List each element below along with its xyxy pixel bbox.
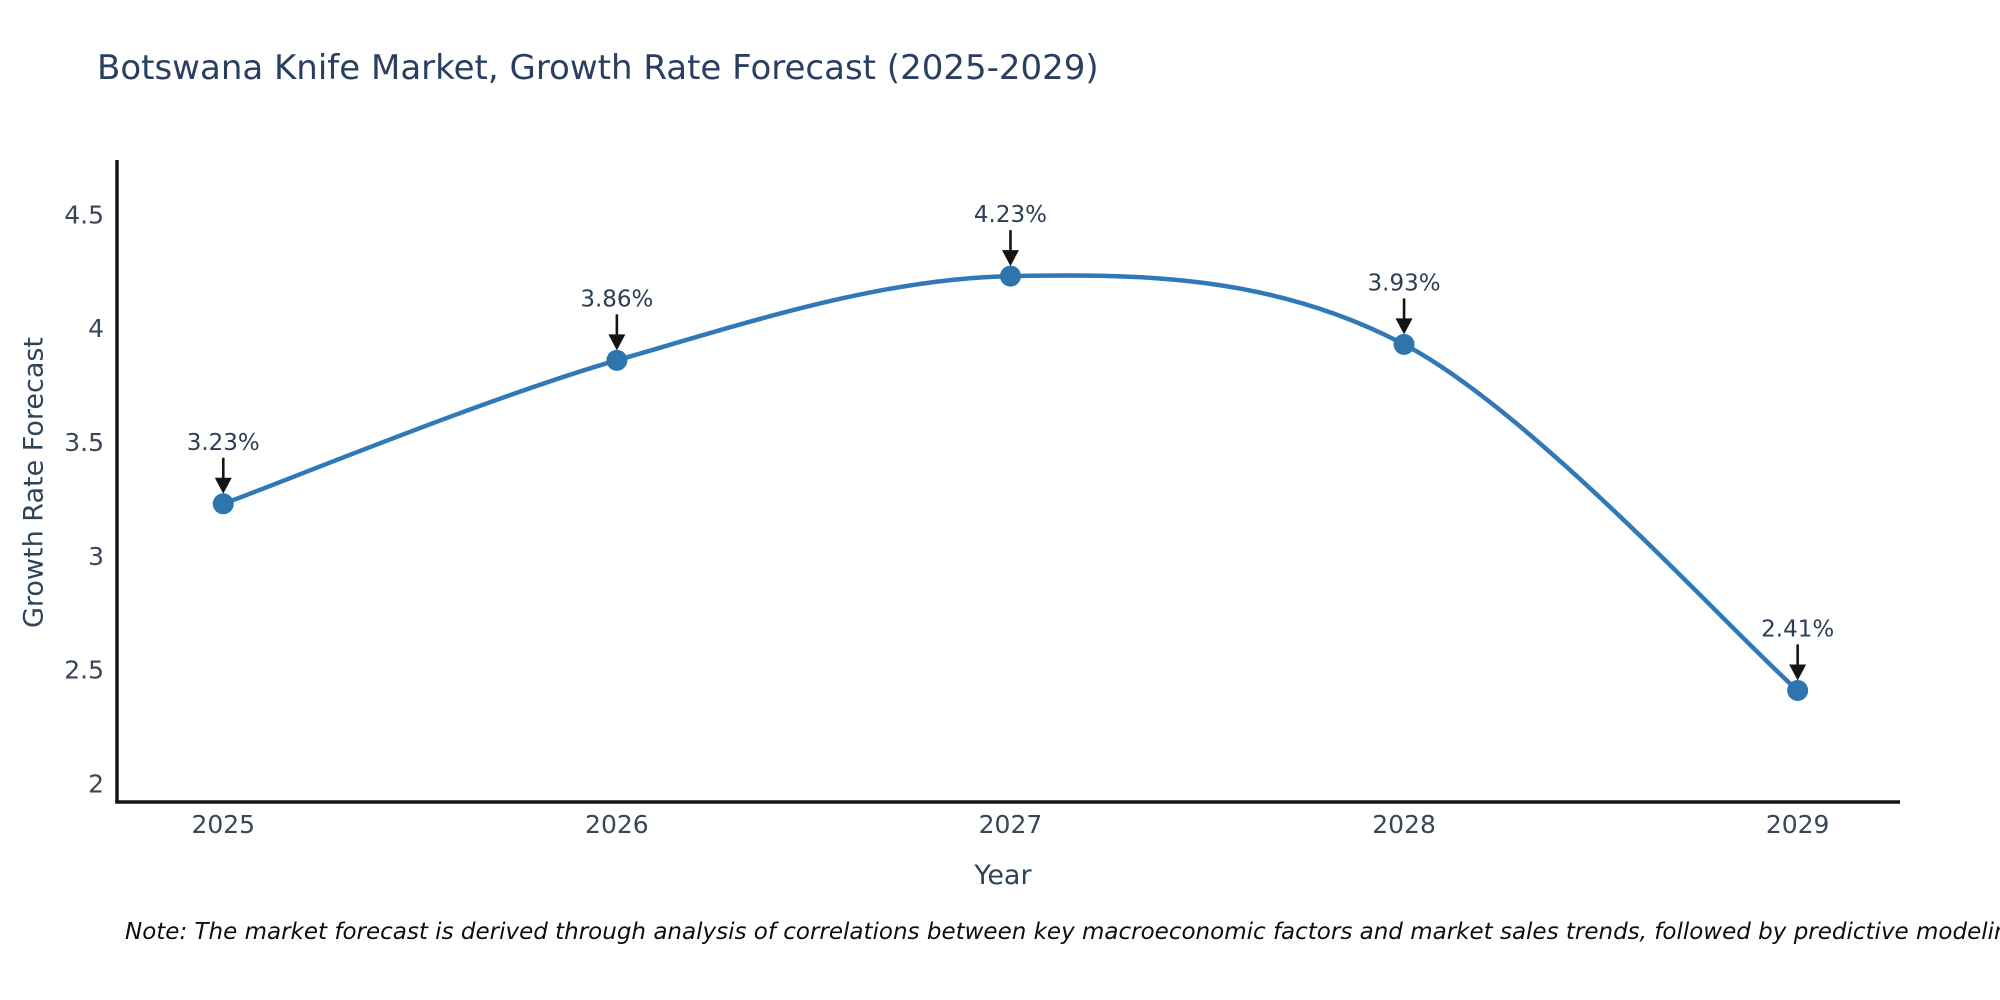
data-point-marker[interactable] xyxy=(606,349,628,371)
point-value-label: 2.41% xyxy=(1761,616,1834,642)
point-value-label: 3.93% xyxy=(1368,270,1441,296)
chart-title: Botswana Knife Market, Growth Rate Forec… xyxy=(97,48,1099,88)
y-tick-label: 3.5 xyxy=(64,428,104,457)
footnote: Note: The market forecast is derived thr… xyxy=(125,919,2000,945)
data-point-marker[interactable] xyxy=(212,493,234,515)
y-tick-label: 4.5 xyxy=(64,200,104,229)
point-value-label: 3.23% xyxy=(187,430,260,456)
forecast-line xyxy=(221,273,1800,693)
point-value-label: 4.23% xyxy=(974,202,1047,228)
x-tick-label: 2027 xyxy=(979,810,1043,839)
annotation-arrow-head xyxy=(214,477,232,494)
y-tick-label: 2.5 xyxy=(64,656,104,685)
annotation-arrow-head xyxy=(1789,664,1807,681)
annotation-arrow-head xyxy=(608,334,626,351)
y-tick-label: 3 xyxy=(88,542,104,571)
x-tick-label: 2025 xyxy=(191,810,255,839)
data-point-marker[interactable] xyxy=(1787,679,1809,701)
data-point-marker[interactable] xyxy=(1393,333,1415,355)
x-axis-title: Year xyxy=(974,860,1032,891)
data-point-marker[interactable] xyxy=(999,265,1021,287)
annotation-arrow-head xyxy=(1001,250,1019,267)
x-tick-label: 2026 xyxy=(585,810,649,839)
x-tick-label: 2028 xyxy=(1372,810,1436,839)
x-tick-label: 2029 xyxy=(1766,810,1830,839)
annotation-arrow-head xyxy=(1395,318,1413,335)
y-tick-label: 2 xyxy=(88,770,104,799)
point-value-label: 3.86% xyxy=(580,286,653,312)
y-tick-label: 4 xyxy=(88,314,104,343)
